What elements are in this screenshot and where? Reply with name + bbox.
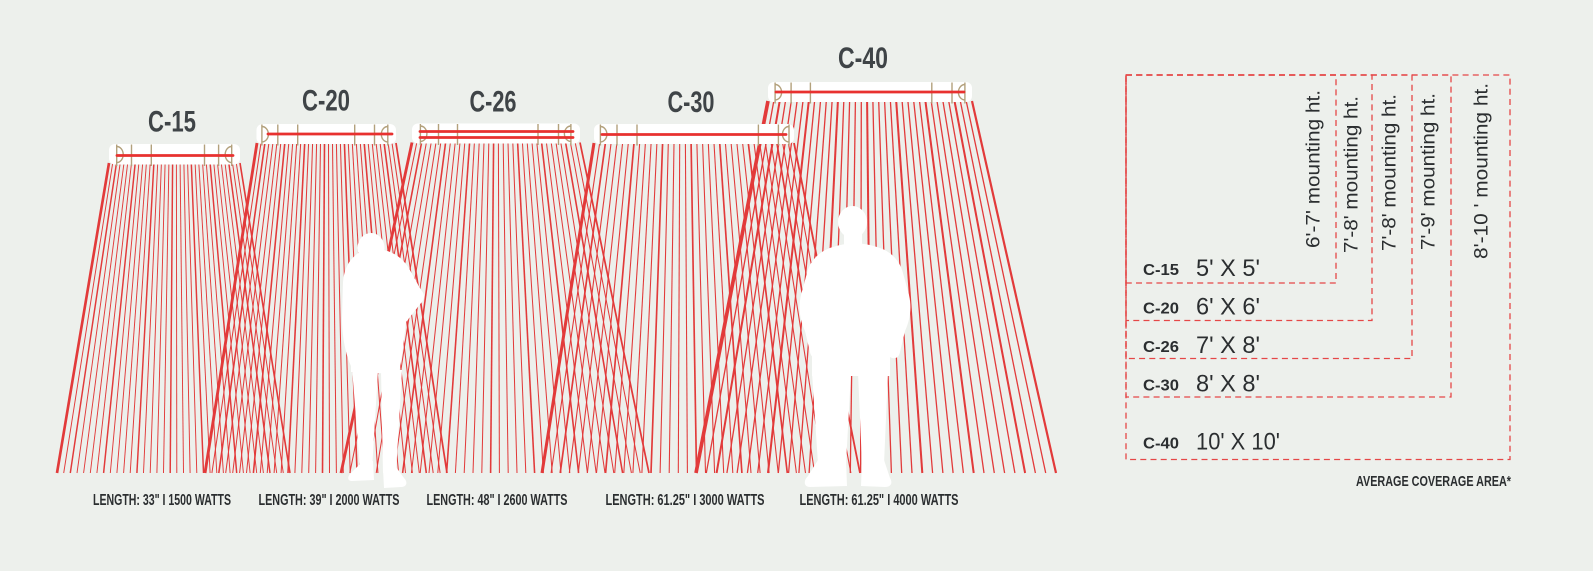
svg-text:8' X 8': 8' X 8' bbox=[1196, 371, 1260, 398]
svg-text:6' X 6': 6' X 6' bbox=[1196, 294, 1260, 321]
svg-text:C-20: C-20 bbox=[1143, 301, 1179, 318]
svg-text:7'-8' mounting ht.: 7'-8' mounting ht. bbox=[1380, 94, 1401, 251]
svg-text:C-26: C-26 bbox=[470, 86, 517, 119]
svg-text:C-40: C-40 bbox=[838, 42, 888, 75]
svg-text:8'-10 ' mounting ht.: 8'-10 ' mounting ht. bbox=[1472, 83, 1493, 259]
svg-text:5' X 5': 5' X 5' bbox=[1196, 255, 1260, 282]
svg-text:C-15: C-15 bbox=[1143, 262, 1179, 279]
svg-text:C-20: C-20 bbox=[302, 85, 350, 118]
svg-text:LENGTH: 48" I 2600 WATTS: LENGTH: 48" I 2600 WATTS bbox=[427, 492, 568, 509]
svg-text:10' X 10': 10' X 10' bbox=[1196, 429, 1280, 456]
svg-text:C-40: C-40 bbox=[1143, 436, 1179, 453]
svg-text:C-15: C-15 bbox=[148, 106, 196, 139]
svg-text:7'-9' mounting ht.: 7'-9' mounting ht. bbox=[1419, 93, 1440, 250]
svg-text:6'-7' mounting ht.: 6'-7' mounting ht. bbox=[1304, 90, 1325, 248]
svg-text:C-30: C-30 bbox=[1143, 378, 1179, 395]
svg-text:LENGTH: 61.25" I 4000 WATTS: LENGTH: 61.25" I 4000 WATTS bbox=[800, 492, 959, 509]
svg-text:7'-8' mounting ht.: 7'-8' mounting ht. bbox=[1342, 96, 1363, 253]
svg-text:AVERAGE COVERAGE AREA*: AVERAGE COVERAGE AREA* bbox=[1356, 473, 1511, 490]
svg-text:LENGTH: 61.25" I 3000 WATTS: LENGTH: 61.25" I 3000 WATTS bbox=[606, 492, 765, 509]
svg-text:LENGTH: 33" I 1500 WATTS: LENGTH: 33" I 1500 WATTS bbox=[93, 492, 231, 509]
svg-text:LENGTH: 39" I 2000 WATTS: LENGTH: 39" I 2000 WATTS bbox=[259, 492, 400, 509]
svg-text:C-26: C-26 bbox=[1143, 339, 1179, 356]
svg-text:C-30: C-30 bbox=[668, 86, 715, 119]
svg-text:7' X 8': 7' X 8' bbox=[1196, 332, 1260, 359]
